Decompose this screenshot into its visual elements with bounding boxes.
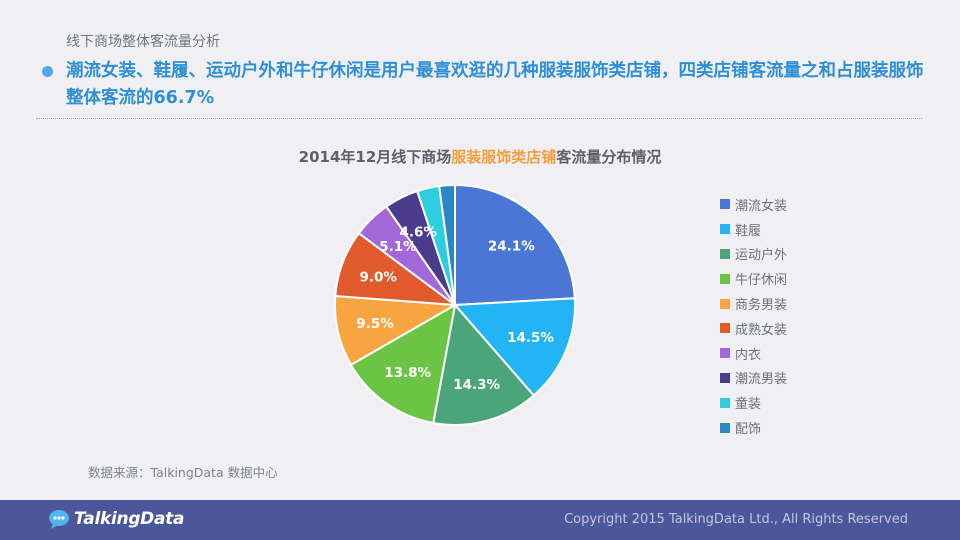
chart-title: 2014年12月线下商场服装服饰类店铺客流量分布情况 [0,146,960,167]
legend-label: 潮流男装 [735,372,788,388]
chart-title-suffix: 客流量分布情况 [556,148,662,166]
legend-item: 运动户外 [720,242,787,267]
legend-swatch [720,298,730,309]
legend-label: 童装 [735,397,762,413]
headline-highlight: 66.7% [153,88,215,108]
legend-swatch [720,397,730,408]
bullet-dot [42,66,53,77]
logo-text: TalkingData [74,509,185,529]
pie-slice-2 [452,297,576,397]
pie-label-6: 9.0% [359,269,397,285]
legend-item: 潮流男装 [720,366,787,391]
legend-label: 配饰 [735,422,762,438]
chart-legend: 潮流女装鞋履运动户外牛仔休闲商务男装成熟女装内衣潮流男装童装配饰 [720,192,787,440]
pie-chart: 24.1% 14.5% 14.3% 13.8% 9.5% 9.0% 5.1%4.6% [333,183,576,426]
section-label: 线下商场整体客流量分析 [66,34,220,50]
legend-swatch [720,372,730,383]
pie-label-8: 4.6% [400,225,438,241]
legend-label: 潮流女装 [735,198,788,214]
pie-label-3: 14.3% [453,377,500,393]
pie-label-2: 14.5% [507,330,554,346]
legend-item: 童装 [720,390,787,415]
footer-bar: TalkingData Copyright 2015 TalkingData L… [0,500,960,540]
chart-title-prefix: 2014年12月线下商场 [298,148,452,166]
legend-swatch [720,422,730,433]
copyright: Copyright 2015 TalkingData Ltd., All Rig… [564,512,908,527]
headline-text: 潮流女装、鞋履、运动户外和牛仔休闲是用户最喜欢逛的几种服装服饰类店铺，四类店铺客… [66,61,924,108]
legend-item: 潮流女装 [720,192,787,217]
pie-label-7: 5.1% [379,239,417,255]
legend-label: 运动户外 [735,248,788,264]
legend-item: 鞋履 [720,217,787,242]
divider [36,118,922,119]
pie-slice-10 [438,183,456,306]
legend-item: 内衣 [720,341,787,366]
legend-item: 商务男装 [720,291,787,316]
pie-label-1: 24.1% [488,238,535,254]
legend-item: 配饰 [720,415,787,440]
legend-label: 牛仔休闲 [735,273,788,289]
legend-label: 商务男装 [735,298,788,314]
pie-label-5: 9.5% [356,316,394,332]
pie-slice-1 [454,183,576,307]
legend-swatch [720,273,730,284]
legend-swatch [720,199,730,210]
chart-title-accent: 服装服饰类店铺 [451,148,557,166]
legend-label: 鞋履 [735,223,762,239]
pie-slice-3 [432,302,536,426]
legend-swatch [720,323,730,334]
data-source: 数据来源：TalkingData 数据中心 [88,465,278,480]
legend-swatch [720,224,730,235]
legend-label: 成熟女装 [735,322,788,338]
legend-item: 成熟女装 [720,316,787,341]
headline: 潮流女装、鞋履、运动户外和牛仔休闲是用户最喜欢逛的几种服装服饰类店铺，四类店铺客… [66,58,936,112]
legend-item: 牛仔休闲 [720,266,787,291]
legend-label: 内衣 [735,347,762,363]
legend-swatch [720,248,730,259]
logo-icon [49,510,69,529]
pie-label-4: 13.8% [384,365,431,381]
legend-swatch [720,348,730,359]
footer-logo: TalkingData [48,509,184,529]
pie-slice-4 [349,303,457,425]
